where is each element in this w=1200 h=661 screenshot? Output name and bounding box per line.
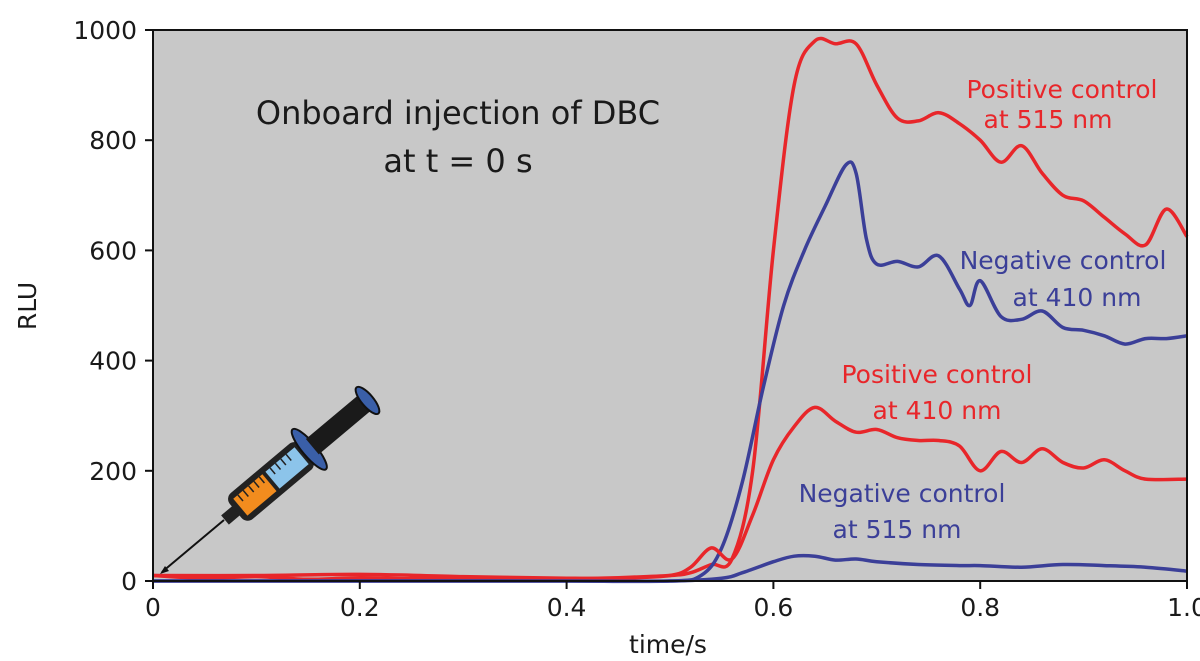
series-line-3 [152, 405, 1188, 581]
y-tick-label: 800 [89, 126, 137, 155]
pos515-label-line2: at 515 nm [984, 105, 1113, 134]
y-tick-label: 200 [89, 457, 137, 486]
ticks-layer: 0 0.2 0.4 0.6 0.8 1.0 0 200 400 600 800 1000 [73, 16, 1200, 622]
neg515-label-line1: Negative control [799, 479, 1006, 508]
pos410-label-line1: Positive control [842, 360, 1033, 389]
pos515-label-line1: Positive control [967, 75, 1158, 104]
main-annotation-line2: at t = 0 s [383, 142, 532, 180]
x-tick-label: 0.4 [547, 593, 587, 622]
x-axis-title: time/s [629, 630, 707, 659]
x-tick-label: 0.8 [960, 593, 1000, 622]
y-tick-label: 0 [121, 567, 137, 596]
x-tick-label: 0.2 [340, 593, 380, 622]
main-annotation-line1: Onboard injection of DBC [256, 94, 660, 132]
pos410-label-line2: at 410 nm [873, 396, 1002, 425]
syringe-icon [160, 385, 381, 574]
x-tick-label: 0 [145, 593, 161, 622]
x-tick-label: 1.0 [1167, 593, 1200, 622]
neg410-label-line1: Negative control [960, 246, 1167, 275]
neg410-label-line2: at 410 nm [1013, 283, 1142, 312]
y-tick-label: 600 [89, 236, 137, 265]
y-tick-label: 1000 [73, 16, 137, 45]
axes-layer [152, 29, 1188, 582]
plot-area [153, 30, 1187, 581]
y-axis-title: RLU [13, 282, 42, 330]
x-tick-label: 0.6 [754, 593, 794, 622]
y-tick-label: 400 [89, 347, 137, 376]
neg515-label-line2: at 515 nm [833, 515, 962, 544]
plot-frame [152, 29, 1188, 582]
